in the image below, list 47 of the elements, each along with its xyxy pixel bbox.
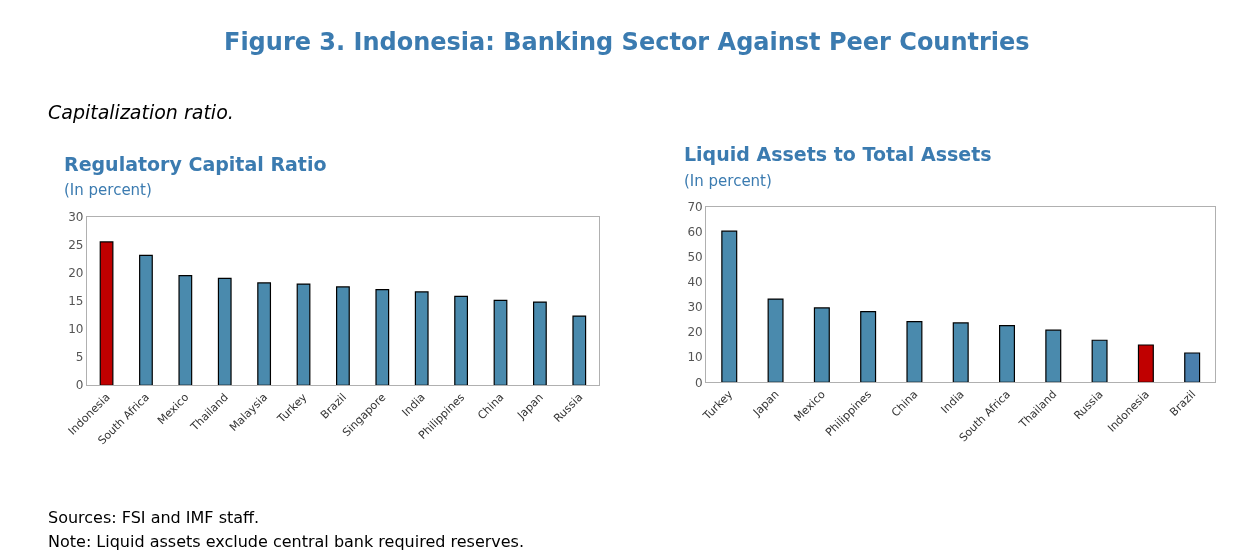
y-tick-label: 70 [687, 200, 703, 215]
y-tick-label: 10 [68, 322, 84, 337]
chart-subtitle: (In percent) [64, 181, 152, 199]
y-tick-label: 20 [68, 266, 84, 281]
y-tick-label: 30 [68, 209, 84, 224]
bar [99, 241, 114, 386]
y-tick-label: 40 [687, 275, 703, 290]
bar [1137, 344, 1154, 383]
bar [178, 275, 193, 386]
bar [532, 301, 547, 386]
bar [296, 283, 311, 386]
bar [1091, 339, 1108, 383]
y-tick-label: 0 [695, 375, 703, 390]
bar [767, 298, 784, 383]
bar [375, 289, 390, 386]
bar [257, 282, 272, 386]
source-note: Sources: FSI and IMF staff. [48, 508, 260, 527]
bar [1184, 352, 1201, 383]
bar [454, 295, 469, 386]
chart-title: Liquid Assets to Total Assets [684, 143, 992, 165]
chart-subtitle: (In percent) [684, 172, 772, 190]
y-tick-label: 10 [687, 350, 703, 365]
chart-title: Regulatory Capital Ratio [64, 153, 327, 175]
bar [414, 291, 429, 386]
bar [572, 315, 587, 386]
bar [1045, 329, 1062, 383]
y-tick-label: 0 [75, 378, 84, 393]
bar [139, 254, 153, 386]
y-tick-label: 15 [68, 294, 84, 309]
text: Note: Liquid assets exclude central bank required reserves. [48, 532, 525, 551]
bar [906, 321, 923, 383]
bar [952, 322, 969, 383]
bar [860, 311, 877, 383]
y-tick-label: 20 [687, 325, 703, 340]
y-tick-label: 30 [687, 300, 703, 315]
caption: Figure 3. Indonesia: Banking Sector Against Peer Countries [224, 28, 1030, 56]
y-tick-label: 25 [68, 237, 84, 252]
y-tick-label: 60 [687, 225, 703, 240]
bar [493, 299, 508, 386]
y-tick-label: 5 [75, 350, 84, 365]
bar [999, 325, 1016, 383]
bar [217, 277, 232, 386]
bar [813, 307, 830, 383]
y-tick-label: 50 [687, 250, 703, 265]
bar [336, 286, 350, 386]
text: Capitalization ratio. [48, 101, 234, 123]
bar [721, 230, 738, 383]
